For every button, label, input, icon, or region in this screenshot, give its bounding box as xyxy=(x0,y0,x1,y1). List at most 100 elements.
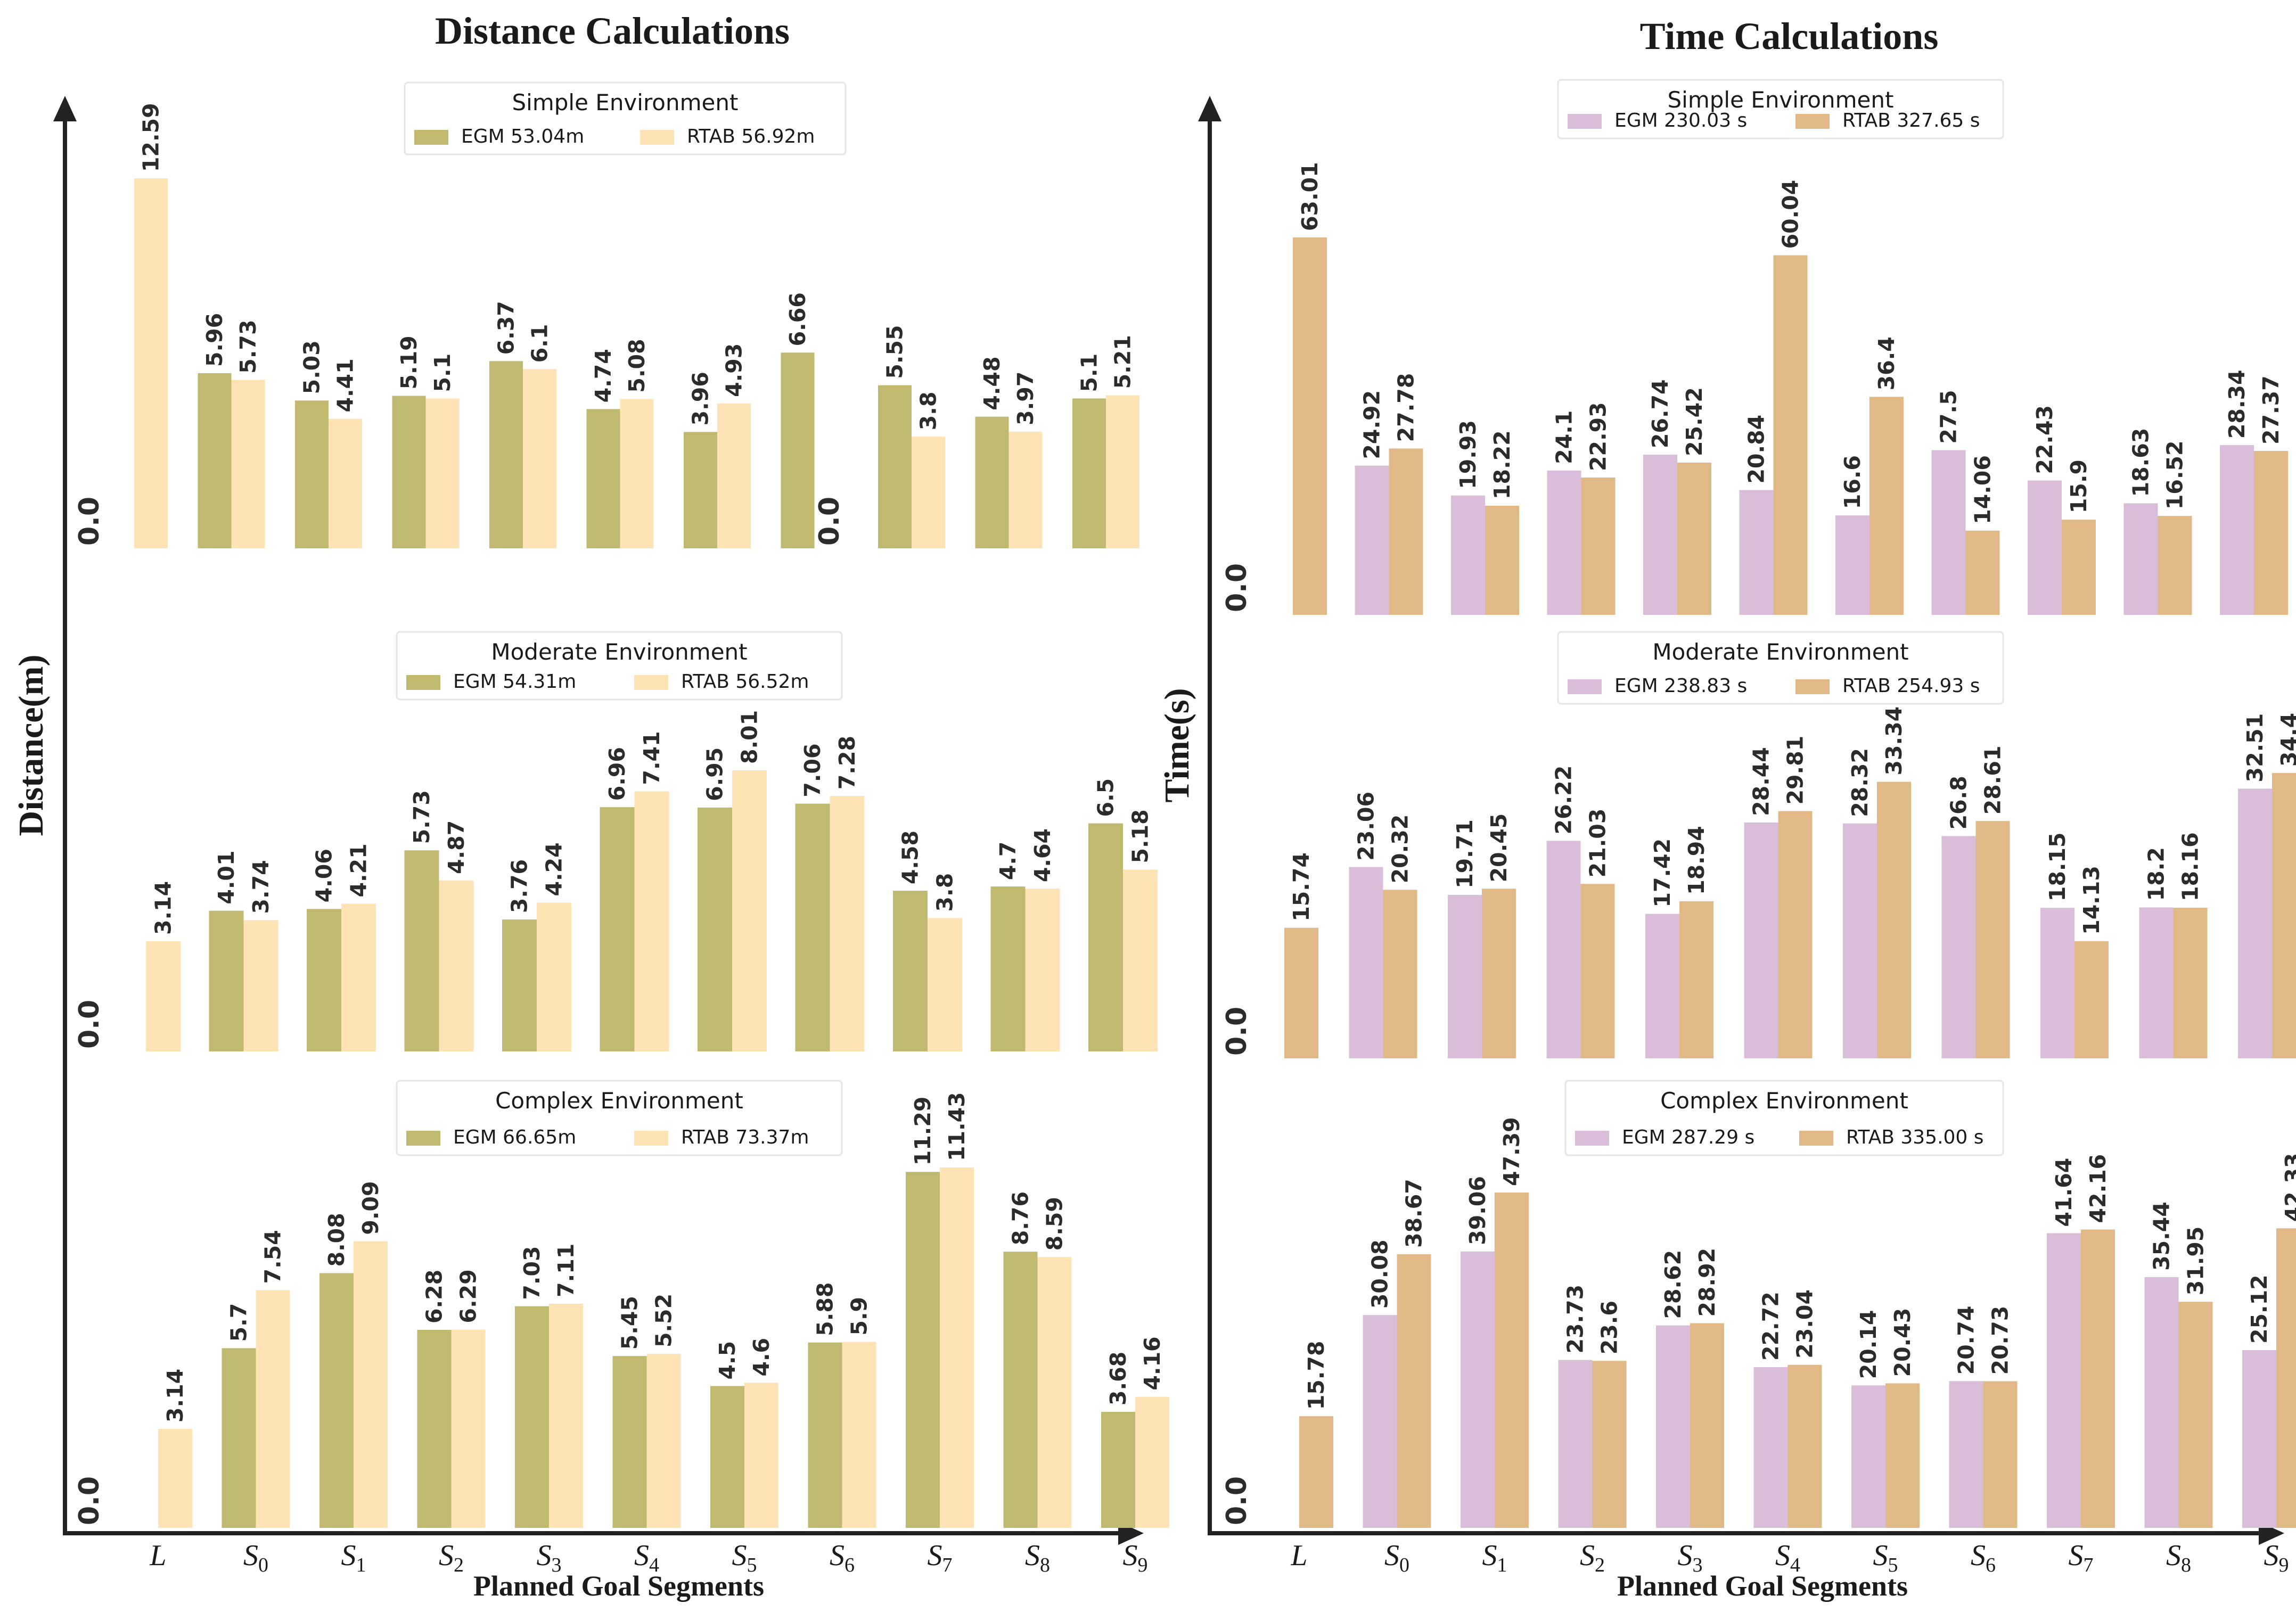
time-bar-rtab xyxy=(1397,1254,1431,1528)
time-bar-value-label: 20.45 xyxy=(1486,813,1512,883)
distance-x-tick-base: S xyxy=(634,1539,649,1572)
distance-bar-value-label: 6.29 xyxy=(456,1269,481,1323)
distance-bar-rtab xyxy=(134,178,168,548)
distance-bar-value-label: 4.7 xyxy=(995,842,1021,881)
time-bar-rtab xyxy=(1877,782,1911,1058)
distance-legend: Moderate Environment EGM 54.31m RTAB 56.52… xyxy=(396,631,843,701)
distance-bar-egm xyxy=(990,886,1026,1051)
distance-legend-box xyxy=(404,81,847,155)
distance-bar-rtab xyxy=(1123,869,1158,1051)
time-bar-value-label: 20.74 xyxy=(1954,1306,1979,1375)
distance-bar-rtab xyxy=(732,770,767,1051)
distance-bar-value-label: 9.09 xyxy=(358,1181,383,1235)
time-bar-value-label: 17.42 xyxy=(1650,838,1675,908)
distance-bar-value-label: 11.29 xyxy=(910,1097,936,1166)
distance-bar-egm xyxy=(1088,823,1123,1051)
distance-x-tick-s2: S2 xyxy=(439,1539,464,1576)
distance-bar-egm xyxy=(417,1330,452,1528)
time-bar-egm xyxy=(1843,823,1877,1058)
distance-bar-value-label: 5.19 xyxy=(396,335,422,389)
time-legend-item-egm: EGM 230.03 s xyxy=(1614,110,1747,131)
distance-bar-egm xyxy=(515,1306,549,1528)
distance-bar-value-label: 6.96 xyxy=(604,747,630,801)
distance-bar-value-label: 4.41 xyxy=(333,358,358,412)
time-y-axis-label: Time(s) xyxy=(1158,688,1196,802)
distance-bar-value-label: 4.5 xyxy=(715,1341,740,1380)
distance-bar-egm xyxy=(1003,1252,1038,1528)
time-bar-value-label: 14.06 xyxy=(1970,455,1996,524)
distance-bar-egm xyxy=(198,373,232,548)
distance-bar-rtab xyxy=(158,1429,192,1528)
time-bar-value-label: 20.43 xyxy=(1890,1308,1915,1377)
time-bar-rtab xyxy=(1580,884,1615,1058)
distance-legend-swatch-egm xyxy=(414,130,448,145)
time-bar-value-label: 47.39 xyxy=(1499,1117,1524,1186)
distance-bar-egm xyxy=(586,409,620,548)
distance-x-tick-subscript: 8 xyxy=(1040,1554,1050,1576)
time-legend: Complex Environment EGM 287.29 s RTAB 335.… xyxy=(1564,1080,2004,1156)
distance-bar-rtab xyxy=(646,1354,681,1528)
distance-legend-item-rtab: RTAB 56.52m xyxy=(681,671,809,693)
time-bar-rtab xyxy=(2272,773,2296,1058)
distance-bar-value-label: 4.48 xyxy=(979,357,1005,410)
distance-bar-egm xyxy=(698,807,732,1051)
distance-bar-rtab xyxy=(620,399,654,548)
distance-bar-egm xyxy=(1101,1412,1135,1528)
time-x-tick-base: S xyxy=(1580,1539,1595,1572)
distance-x-tick-base: S xyxy=(732,1539,747,1572)
time-bar-value-label: 19.71 xyxy=(1452,819,1478,889)
time-bar-rtab xyxy=(2254,451,2288,615)
time-bar-value-label: 29.81 xyxy=(1783,736,1808,805)
distance-bar-rtab xyxy=(842,1342,876,1528)
distance-y-axis-arrow xyxy=(53,96,77,121)
distance-bar-rtab xyxy=(940,1167,974,1528)
time-panel-simple-environment: 0.0 24.92 19.93 24.1 26.74 20.84 16.6 27.5 22.43… xyxy=(1221,79,2288,615)
distance-legend-title: Moderate Environment xyxy=(491,639,747,665)
time-bar-value-label: 27.5 xyxy=(1936,390,1962,443)
time-bar-egm xyxy=(2220,445,2254,615)
time-x-tick-s7: S7 xyxy=(2069,1539,2094,1576)
time-x-tick-subscript: 6 xyxy=(1986,1554,1996,1576)
distance-bar-egm xyxy=(1072,398,1106,548)
distance-bar-value-label: 6.37 xyxy=(494,301,519,355)
distance-x-tick-subscript: 1 xyxy=(356,1554,366,1576)
time-bar-value-label: 25.42 xyxy=(1682,387,1707,456)
time-bar-value-label: 18.22 xyxy=(1489,430,1515,499)
distance-x-tick-s9: S9 xyxy=(1123,1539,1148,1576)
distance-bar-rtab xyxy=(329,418,362,548)
time-bar-value-label: 35.44 xyxy=(2149,1202,2175,1271)
distance-bar-value-label: 3.97 xyxy=(1013,372,1038,425)
time-panel-moderate-environment: 0.0 23.06 19.71 26.22 17.42 28.44 28.32 26.8 18.… xyxy=(1221,631,2296,1058)
time-bar-value-label: 28.44 xyxy=(1749,747,1774,816)
distance-bar-rtab xyxy=(912,437,945,548)
distance-bar-rtab xyxy=(928,918,962,1051)
distance-panel-complex-environment: 0.0 5.7 8.08 6.28 7.03 5.45 4.5 5.88 11.29 8.76 3.… xyxy=(73,1080,1169,1528)
distance-x-tick-s6: S6 xyxy=(830,1539,855,1576)
distance-bar-egm xyxy=(489,361,523,548)
distance-bar-rtab xyxy=(1008,431,1043,548)
time-bar-rtab xyxy=(2062,520,2096,615)
time-bar-egm xyxy=(1744,822,1778,1058)
time-bar-value-label: 18.63 xyxy=(2128,428,2154,497)
time-legend-box xyxy=(1564,1080,2004,1156)
distance-x-tick-base: S xyxy=(1025,1539,1040,1572)
time-legend-title: Complex Environment xyxy=(1660,1088,1908,1114)
time-y-axis-arrow xyxy=(1198,96,1221,121)
distance-x-tick-base: S xyxy=(537,1539,552,1572)
time-bar-value-label: 42.16 xyxy=(2085,1154,2111,1223)
distance-bar-value-label: 6.95 xyxy=(702,747,728,801)
time-bar-value-label: 41.64 xyxy=(2051,1158,2077,1227)
time-panel-zero-label: 0.0 xyxy=(1221,1476,1253,1525)
time-bar-rtab xyxy=(1778,811,1813,1058)
distance-bar-value-label: 5.55 xyxy=(882,325,908,379)
time-bar-value-label: 23.04 xyxy=(1792,1289,1818,1359)
time-bar-value-label: 22.43 xyxy=(2032,405,2057,474)
time-bar-egm xyxy=(2040,908,2074,1058)
time-bar-value-label: 20.14 xyxy=(1856,1310,1881,1379)
time-bar-rtab xyxy=(1677,462,1711,615)
time-bar-egm xyxy=(1349,867,1383,1058)
distance-bar-rtab xyxy=(1037,1257,1072,1528)
time-x-tick-subscript: 4 xyxy=(1790,1554,1800,1576)
time-legend-item-rtab: RTAB 335.00 s xyxy=(1846,1126,1984,1148)
time-x-tick-base: S xyxy=(2069,1539,2084,1572)
